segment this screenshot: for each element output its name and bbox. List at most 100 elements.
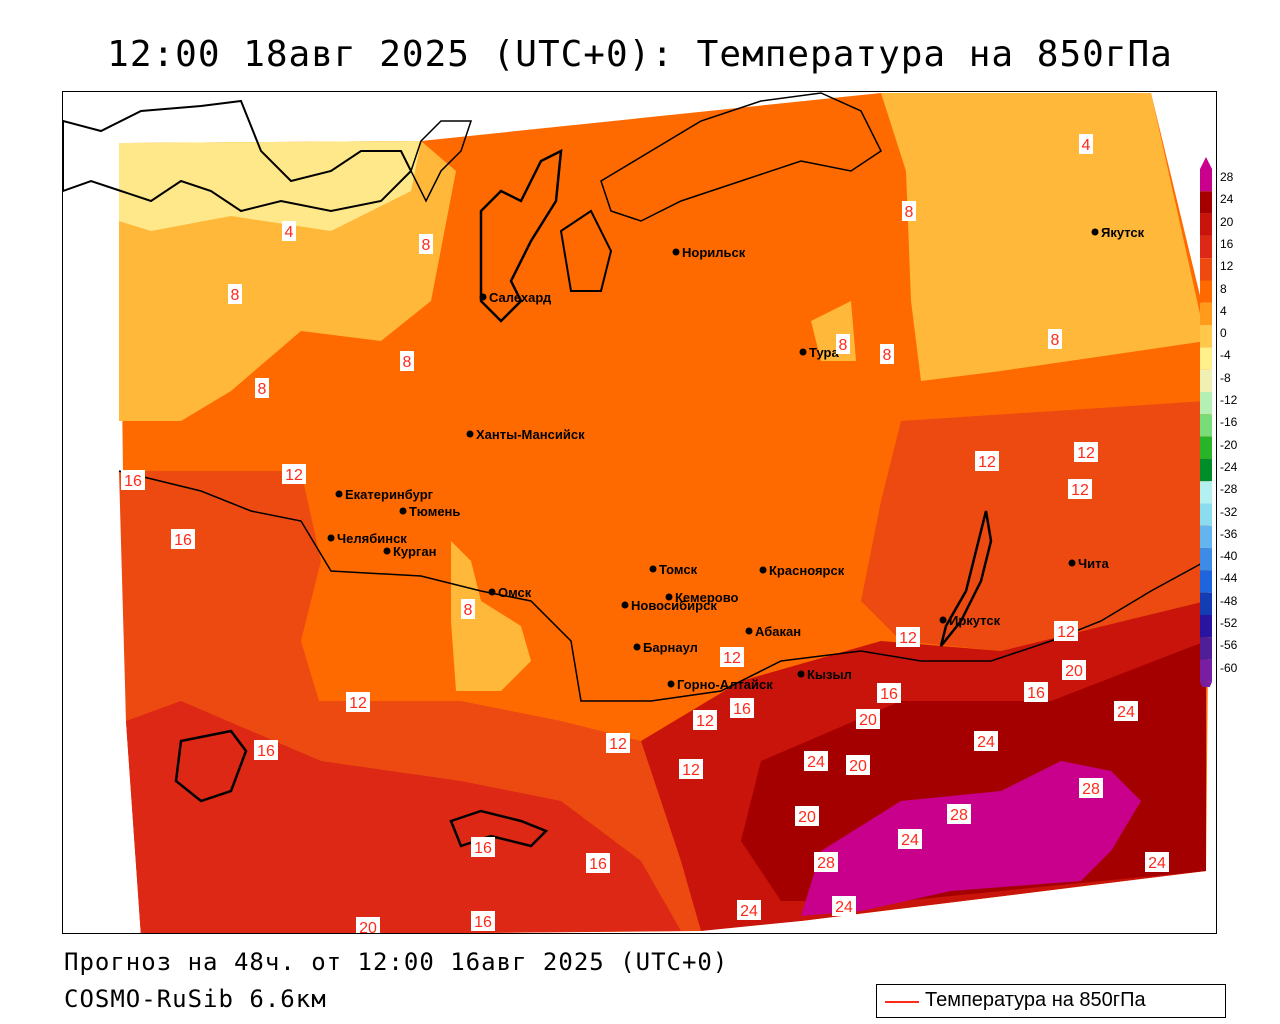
city-marker — [466, 430, 474, 438]
isotherm-label: 16 — [730, 698, 754, 718]
colorbar-segment — [1200, 258, 1212, 281]
city-label: Иркутск — [949, 613, 1001, 628]
svg-text:8: 8 — [1051, 332, 1060, 349]
isotherm-label: 12 — [720, 647, 744, 667]
colorbar-segment — [1200, 481, 1212, 504]
colorbar-tick-label: 0 — [1220, 326, 1227, 341]
svg-text:8: 8 — [464, 602, 473, 619]
colorbar-tick-label: 24 — [1220, 192, 1234, 207]
isotherm-label: 8 — [880, 344, 894, 364]
svg-text:8: 8 — [231, 287, 240, 304]
lake-balkhash-outline — [449, 809, 549, 848]
isotherm-label: 12 — [975, 451, 999, 471]
svg-text:16: 16 — [880, 686, 898, 703]
colorbar-tick-label: -4 — [1220, 348, 1231, 363]
isotherm-label: 8 — [836, 334, 850, 354]
colorbar-svg — [1200, 157, 1212, 696]
coastline-gydan — [559, 209, 613, 292]
svg-text:8: 8 — [422, 237, 431, 254]
isotherm-label: 8 — [419, 234, 433, 254]
isotherm-label: 12 — [1068, 479, 1092, 499]
svg-text:12: 12 — [978, 454, 996, 471]
svg-text:4: 4 — [1082, 137, 1091, 154]
isotherm-label: 20 — [846, 755, 870, 775]
colorbar-tick-label: -16 — [1220, 415, 1238, 430]
isotherm-label: 24 — [804, 751, 828, 771]
svg-text:20: 20 — [849, 758, 867, 775]
city-marker — [383, 547, 391, 555]
svg-text:16: 16 — [124, 473, 142, 490]
city-marker — [745, 627, 753, 635]
colorbar-top-arrow — [1200, 157, 1212, 169]
svg-text:8: 8 — [258, 381, 267, 398]
legend-line-swatch — [885, 1001, 919, 1003]
coastline-kara — [410, 120, 473, 203]
colorbar-segment — [1200, 369, 1212, 392]
isotherm-label: 4 — [282, 221, 296, 241]
isotherm-label: 8 — [461, 599, 475, 619]
city-marker — [1091, 228, 1099, 236]
city-label: Ханты-Мансийск — [476, 427, 585, 442]
isotherm-label: 24 — [974, 731, 998, 751]
colorbar-segment — [1200, 592, 1212, 615]
coastline-taymyr — [600, 92, 882, 222]
caspian-outline — [174, 729, 248, 803]
isotherm-label: 24 — [1145, 852, 1169, 872]
colorbar-tick-label: -24 — [1220, 459, 1238, 474]
city-label: Горно-Алтайск — [677, 677, 773, 692]
map-legend: Температура на 850гПа — [876, 984, 1226, 1018]
colorbar-segment — [1200, 325, 1212, 348]
colorbar-segment — [1200, 458, 1212, 482]
svg-text:12: 12 — [682, 762, 700, 779]
coastline-white-sea — [63, 99, 413, 213]
svg-text:24: 24 — [807, 754, 825, 771]
colorbar-tick-label: -52 — [1220, 616, 1238, 630]
isotherm-label: 8 — [400, 351, 414, 371]
svg-text:28: 28 — [950, 807, 968, 824]
city-label: Новосибирск — [631, 598, 717, 613]
svg-text:24: 24 — [740, 903, 758, 920]
isotherm-label: 8 — [255, 378, 269, 398]
colorbar-tick-label: -60 — [1220, 660, 1238, 675]
svg-text:20: 20 — [798, 809, 816, 826]
city-marker — [649, 565, 657, 573]
svg-text:24: 24 — [1117, 704, 1135, 721]
cool-zone-east — [881, 93, 1206, 381]
svg-text:4: 4 — [285, 224, 294, 241]
city-marker — [479, 293, 487, 301]
svg-text:24: 24 — [977, 734, 995, 751]
svg-text:20: 20 — [359, 920, 377, 934]
colorbar-tick-label: -56 — [1220, 638, 1238, 653]
city-label: Кемерово — [675, 590, 739, 605]
isotherm-label: 24 — [832, 896, 856, 916]
city-markers: Норильск Якутск Салехард Тура Ханты-Мансийск… — [327, 225, 1145, 692]
city-label: Тура — [809, 345, 839, 360]
coastline-yamal — [479, 148, 563, 323]
svg-text:12: 12 — [285, 467, 303, 484]
colorbar-segment — [1200, 659, 1212, 682]
colorbar-segment — [1200, 235, 1212, 259]
colorbar-tick-label: -40 — [1220, 549, 1238, 564]
colorbar-segment — [1200, 302, 1212, 326]
svg-text:12: 12 — [1057, 624, 1075, 641]
colorbar-segment — [1200, 414, 1212, 437]
isotherm-label: 8 — [228, 284, 242, 304]
isotherm-label: 16 — [121, 470, 145, 490]
isotherm-label: 16 — [586, 853, 610, 873]
city-marker — [621, 601, 629, 609]
isotherm-label: 28 — [1079, 778, 1103, 798]
city-marker — [399, 507, 407, 515]
svg-text:12: 12 — [696, 713, 714, 730]
svg-text:12: 12 — [1077, 445, 1095, 462]
colorbar-tick-label: -36 — [1220, 526, 1238, 541]
model-line: COSMO-RuSib 6.6км — [64, 985, 327, 1013]
hottest-zone — [801, 761, 1141, 916]
city-label: Красноярск — [769, 563, 845, 578]
svg-text:24: 24 — [1148, 855, 1166, 872]
city-marker — [1068, 559, 1076, 567]
svg-text:16: 16 — [733, 701, 751, 718]
forecast-line: Прогноз на 48ч. от 12:00 16авг 2025 (UTC… — [64, 948, 729, 976]
svg-text:24: 24 — [901, 832, 919, 849]
isotherm-label: 4 — [1079, 134, 1093, 154]
isotherm-label: 28 — [814, 852, 838, 872]
